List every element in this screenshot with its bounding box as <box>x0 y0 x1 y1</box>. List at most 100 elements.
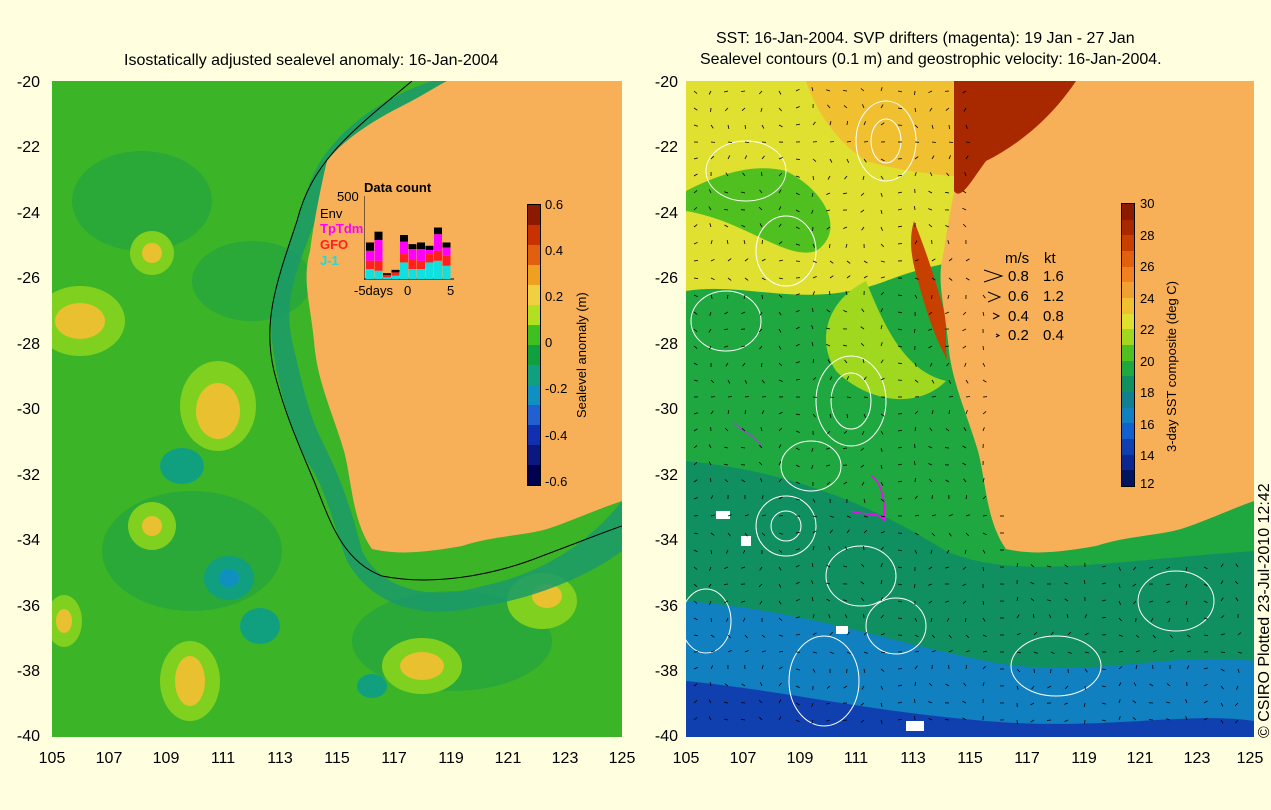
velocity-arrow <box>693 241 698 245</box>
continental-shelf <box>271 81 622 612</box>
velocity-arrow <box>982 362 986 367</box>
velocity-arrow <box>945 479 950 483</box>
velocity-arrow <box>1016 563 1019 568</box>
velocity-arrow <box>1050 651 1055 655</box>
velocity-arrow <box>962 700 967 704</box>
velocity-arrow <box>812 175 815 180</box>
velocity-arrow <box>778 444 782 449</box>
velocity-arrow <box>982 682 985 687</box>
velocity-arrow <box>741 311 746 315</box>
velocity-arrow <box>897 90 902 93</box>
velocity-arrow <box>778 259 783 262</box>
left-x-tick: 113 <box>267 750 293 767</box>
velocity-arrow <box>1133 566 1137 571</box>
velocity-arrow <box>811 580 814 585</box>
data-count-bar-gfo <box>391 272 400 276</box>
velocity-arrow <box>778 379 783 382</box>
right-x-tick: 105 <box>672 750 700 767</box>
velocity-row-ms: 0.6 <box>1008 288 1029 305</box>
velocity-arrow <box>843 105 848 109</box>
right-y-tick: -36 <box>654 598 678 615</box>
velocity-arrow <box>795 88 800 92</box>
velocity-arrow <box>1135 634 1140 638</box>
velocity-arrow <box>964 549 967 554</box>
velocity-arrow <box>1046 565 1052 568</box>
velocity-arrow <box>843 685 848 689</box>
velocity-arrow <box>811 719 814 724</box>
velocity-arrow <box>1135 650 1140 653</box>
velocity-arrow <box>843 430 848 434</box>
velocity-arrow <box>829 396 835 398</box>
velocity-arrow <box>795 498 800 501</box>
velocity-arrow <box>914 532 919 536</box>
velocity-arrow <box>880 342 883 347</box>
velocity-arrow <box>1064 702 1069 705</box>
right-cb-tick: 24 <box>1140 291 1155 306</box>
velocity-arrow <box>1064 564 1069 568</box>
velocity-arrow <box>826 89 831 92</box>
velocity-arrow <box>860 326 865 330</box>
velocity-arrow <box>880 580 883 585</box>
velocity-arrow <box>778 617 783 621</box>
velocity-arrow <box>929 107 933 112</box>
velocity-row-kt: 1.2 <box>1043 288 1064 305</box>
velocity-arrow <box>860 192 865 196</box>
left-x-tick: 119 <box>438 750 464 767</box>
velocity-arrow <box>1236 685 1239 690</box>
velocity-arrow <box>693 497 698 500</box>
colorbar-segment <box>1122 345 1134 361</box>
velocity-arrow <box>826 702 831 705</box>
velocity-arrow <box>829 631 833 636</box>
velocity-arrow <box>708 716 712 721</box>
velocity-arrow <box>880 515 885 517</box>
velocity-arrow <box>1016 597 1019 602</box>
data-count-bar-env <box>366 242 374 251</box>
velocity-arrow <box>982 665 986 670</box>
velocity-arrow <box>1234 580 1239 585</box>
velocity-arrow <box>931 141 937 143</box>
velocity-arrow <box>1203 617 1208 620</box>
velocity-arrow <box>863 515 868 518</box>
velocity-arrow <box>710 532 715 536</box>
velocity-arrow <box>860 464 865 468</box>
data-count-bar-j1 <box>374 270 383 279</box>
velocity-arrow <box>726 294 729 299</box>
velocity-arrow <box>1101 599 1106 602</box>
data-count-bar-env <box>425 245 434 250</box>
velocity-arrow <box>1185 566 1188 571</box>
velocity-arrow <box>1237 651 1242 654</box>
velocity-arrow <box>863 668 866 673</box>
colorbar-segment <box>528 385 540 405</box>
velocity-arrow <box>897 328 902 331</box>
left-y-tick: -32 <box>16 467 40 484</box>
velocity-arrow <box>945 191 950 194</box>
contour <box>1010 635 1102 697</box>
velocity-arrow <box>880 325 883 330</box>
left-y-tick: -34 <box>16 532 40 549</box>
velocity-arrow <box>710 277 715 281</box>
velocity-arrow <box>795 343 800 347</box>
velocity-row-kt: 0.8 <box>1043 308 1064 325</box>
velocity-arrows <box>693 87 1242 725</box>
velocity-arrow <box>929 427 933 432</box>
colorbar-segment <box>1122 266 1134 283</box>
velocity-arrow <box>826 309 831 313</box>
velocity-arrow <box>744 258 749 262</box>
velocity-arrow <box>724 600 729 604</box>
velocity-arrow <box>880 209 883 214</box>
data-count-bar-gfo <box>374 260 383 271</box>
velocity-arrow <box>1030 719 1035 723</box>
data-count-bar-j1 <box>442 265 451 279</box>
velocity-arrow <box>897 311 902 314</box>
contour <box>825 545 897 607</box>
velocity-arrow <box>931 396 937 398</box>
data-count-bar-gfo <box>400 254 408 263</box>
velocity-arrow <box>861 226 865 231</box>
velocity-arrow <box>727 155 731 160</box>
velocity-arrow <box>811 464 814 469</box>
contour <box>755 495 817 557</box>
velocity-arrow <box>829 290 831 296</box>
velocity-arrow <box>897 701 902 704</box>
velocity-arrow <box>829 413 832 418</box>
velocity-arrow <box>861 563 865 568</box>
